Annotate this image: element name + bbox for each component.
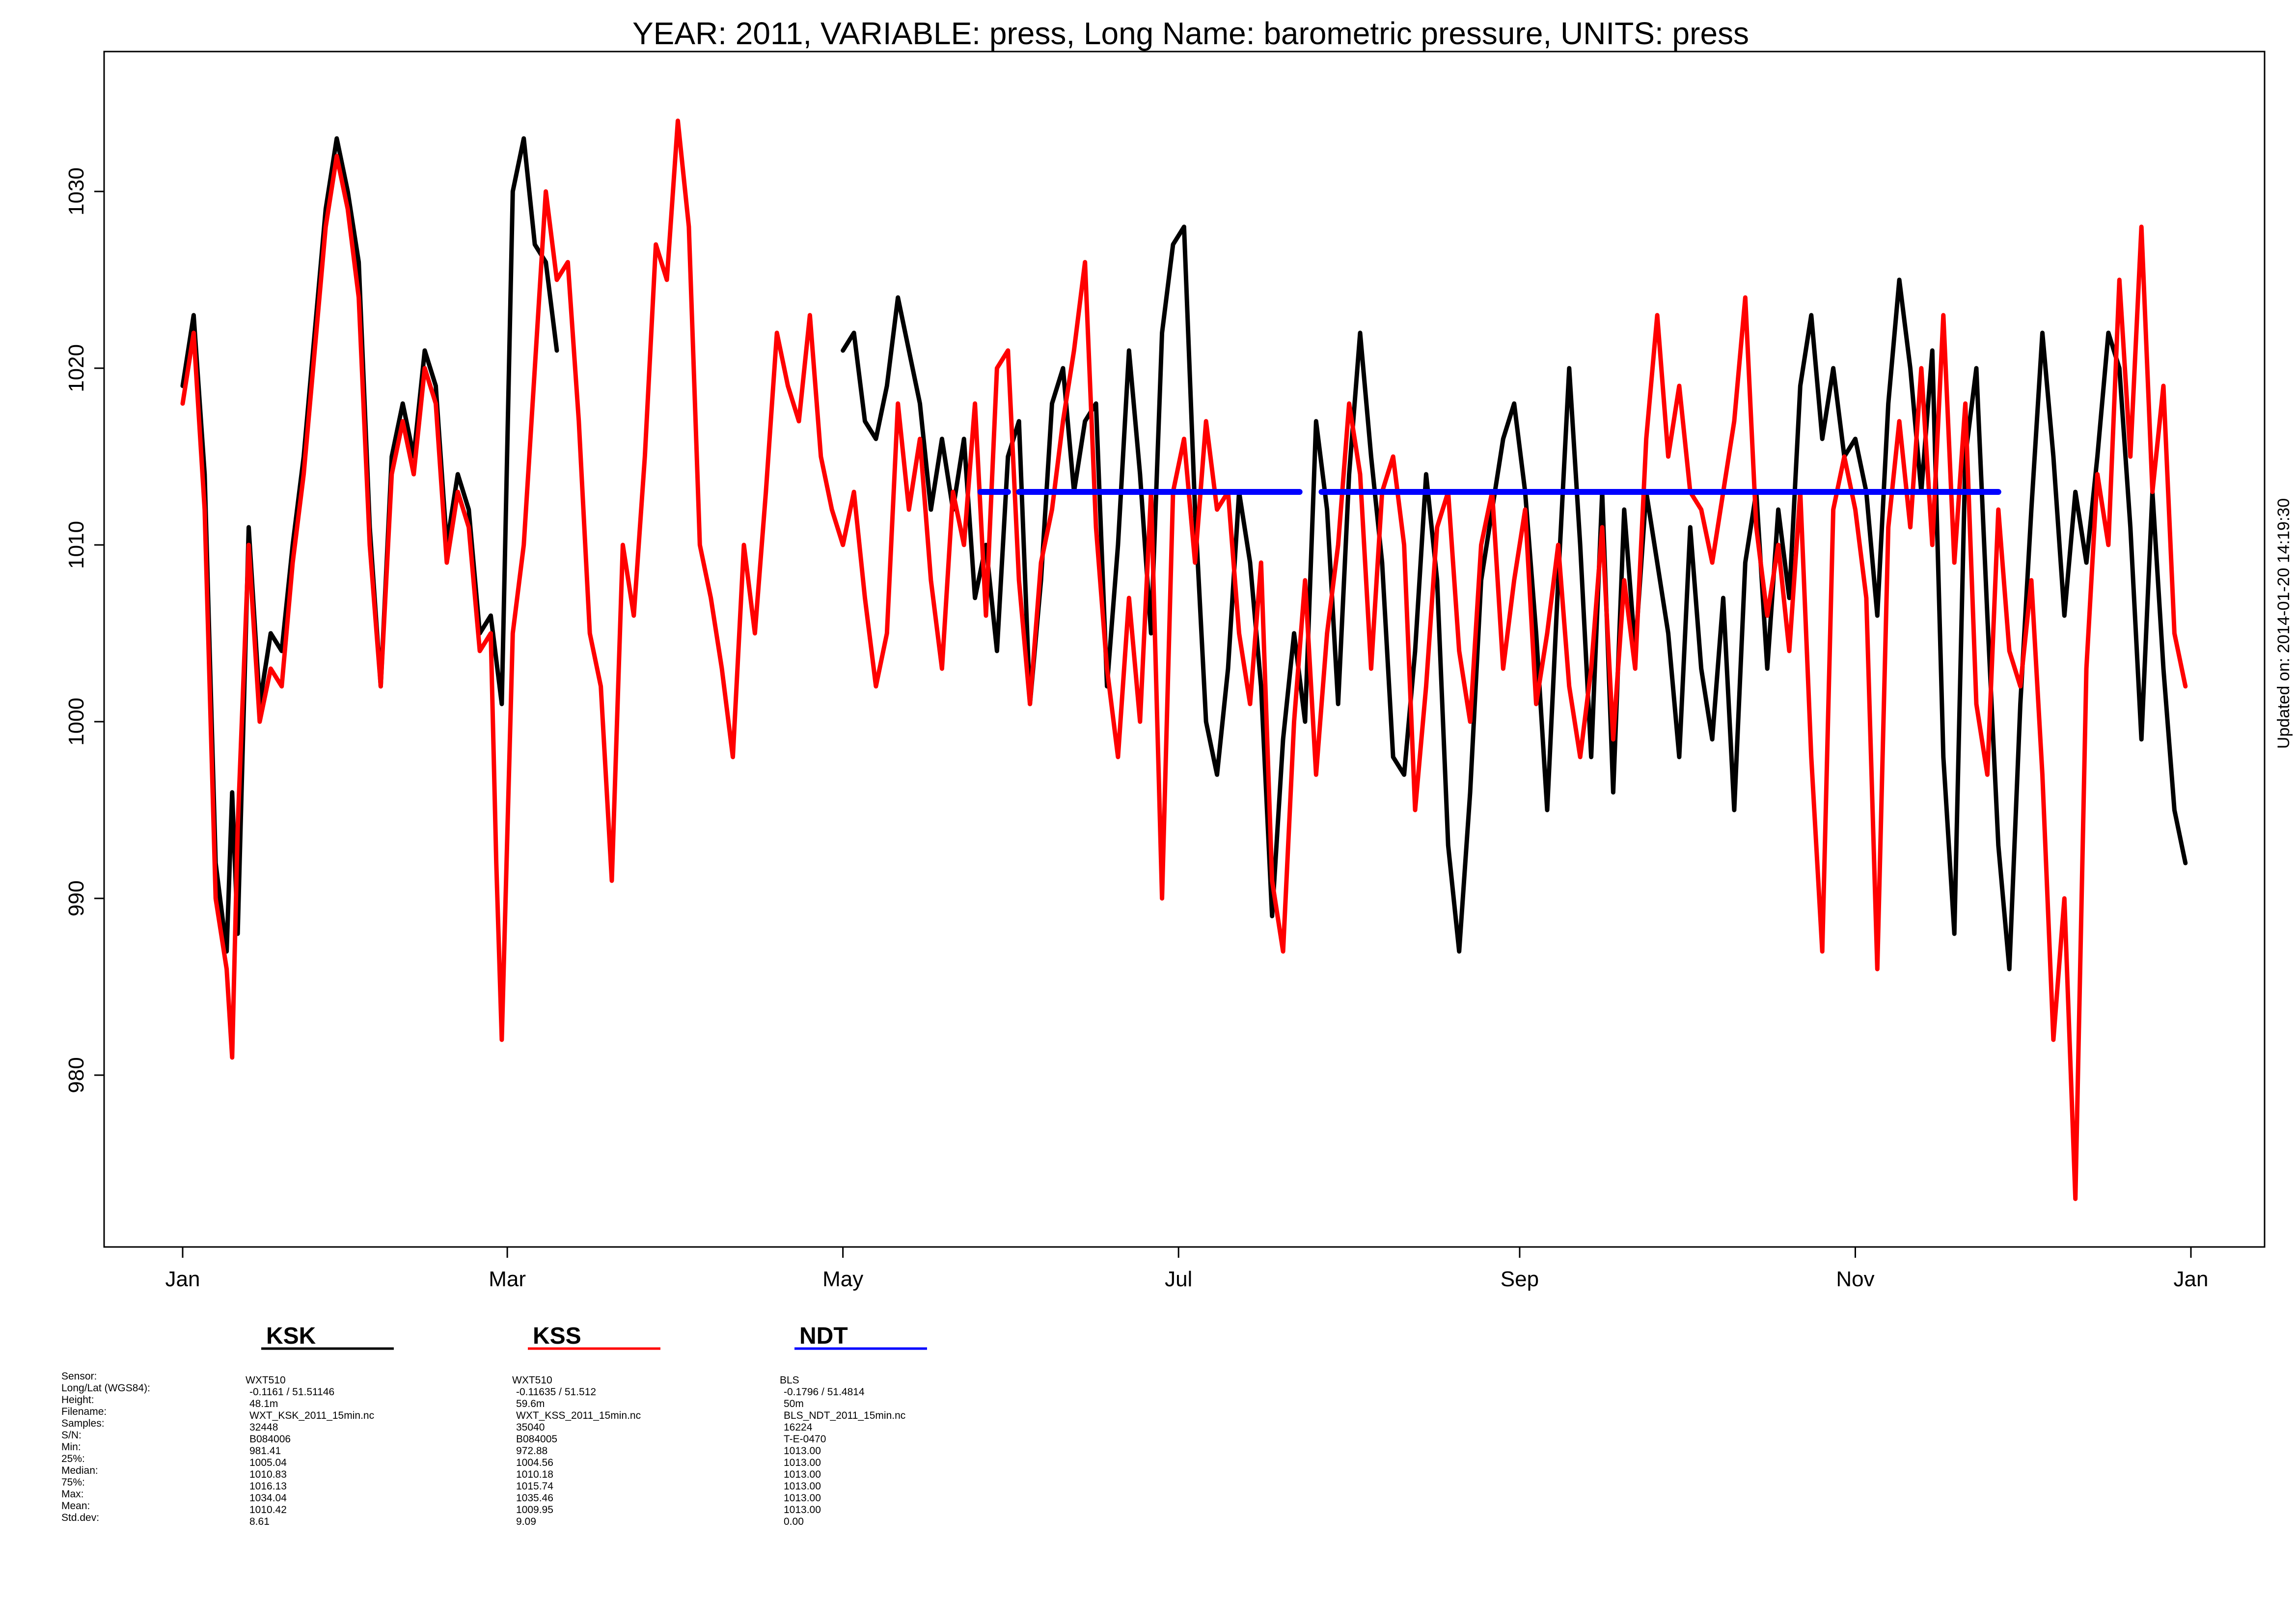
info-value-ksk: 8.61 [249, 1516, 270, 1527]
chart-title: YEAR: 2011, VARIABLE: press, Long Name: … [632, 16, 1749, 51]
series-ksk [180, 136, 2188, 972]
info-value-ksk: WXT_KSK_2011_15min.nc [249, 1410, 374, 1421]
info-value-ksk: 32448 [249, 1422, 278, 1433]
legend-label-kss: KSS [533, 1323, 581, 1349]
x-tick-label: Jan [2174, 1267, 2209, 1291]
info-row-label: Mean: [61, 1500, 90, 1512]
info-value-ndt: 1013.00 [784, 1481, 821, 1492]
y-tick-label: 990 [64, 880, 88, 916]
info-value-kss: 1004.56 [516, 1457, 553, 1468]
info-row-label: Std.dev: [61, 1512, 99, 1523]
info-value-ksk: 1010.42 [249, 1504, 287, 1516]
info-value-ndt: 16224 [784, 1422, 813, 1433]
info-row-label: Sensor: [61, 1371, 97, 1382]
x-tick-label: May [822, 1267, 863, 1291]
y-tick-label: 980 [64, 1057, 88, 1093]
info-value-ndt: 1013.00 [784, 1492, 821, 1504]
plot-frame [103, 51, 2266, 1248]
info-value-ksk: 1005.04 [249, 1457, 287, 1468]
info-value-kss: 1015.74 [516, 1481, 553, 1492]
info-row-label: Min: [61, 1441, 81, 1453]
updated-note: Updated on: 2014-01-20 14:19:30 [2274, 498, 2293, 749]
info-value-kss: 972.88 [516, 1445, 547, 1457]
info-value-kss: WXT510 [512, 1375, 552, 1386]
info-value-kss: 1035.46 [516, 1492, 553, 1504]
x-tick-label: Jan [165, 1267, 200, 1291]
info-row-label: Max: [61, 1489, 84, 1500]
info-value-ndt: 50m [784, 1398, 804, 1409]
info-row-label: S/N: [61, 1430, 82, 1441]
info-value-ndt: 1013.00 [784, 1457, 821, 1468]
legend: KSK KSS NDT [261, 1323, 927, 1350]
x-tick-label: Nov [1836, 1267, 1874, 1291]
info-row-label: Height: [61, 1394, 94, 1406]
info-value-ksk: 48.1m [249, 1398, 278, 1409]
station-info-table: Sensor:Long/Lat (WGS84):Height:Filename:… [61, 1371, 905, 1527]
info-value-ksk: 981.41 [249, 1445, 281, 1457]
info-value-ksk: 1010.83 [249, 1469, 287, 1480]
info-value-ndt: 0.00 [784, 1516, 804, 1527]
info-value-kss: WXT_KSS_2011_15min.nc [516, 1410, 641, 1421]
x-tick-label: Sep [1501, 1267, 1539, 1291]
legend-label-ndt: NDT [799, 1323, 848, 1349]
info-row-label: 75%: [61, 1477, 85, 1488]
info-value-kss: 59.6m [516, 1398, 545, 1409]
info-row-label: 25%: [61, 1453, 85, 1464]
info-value-ksk: 1034.04 [249, 1492, 287, 1504]
info-row-label: Filename: [61, 1406, 107, 1417]
info-value-kss: 1009.95 [516, 1504, 553, 1516]
y-axis: 980 990 1000 1010 1020 1030 [64, 167, 104, 1093]
info-value-ndt: BLS [780, 1375, 799, 1386]
info-value-kss: 1010.18 [516, 1469, 553, 1480]
legend-label-ksk: KSK [266, 1323, 316, 1349]
info-value-ndt: 1013.00 [784, 1469, 821, 1480]
info-row-label: Median: [61, 1465, 98, 1476]
y-tick-label: 1030 [64, 167, 88, 216]
info-value-kss: B084005 [516, 1434, 557, 1445]
info-value-kss: 9.09 [516, 1516, 536, 1527]
info-row-label: Samples: [61, 1418, 105, 1429]
info-value-ndt: 1013.00 [784, 1504, 821, 1516]
series-layer [180, 118, 2188, 1201]
info-value-ksk: -0.1161 / 51.51146 [249, 1386, 334, 1398]
info-value-kss: -0.11635 / 51.512 [516, 1386, 596, 1398]
info-value-ndt: BLS_NDT_2011_15min.nc [784, 1410, 905, 1421]
x-tick-label: Mar [489, 1267, 526, 1291]
y-tick-label: 1000 [64, 698, 88, 746]
x-tick-label: Jul [1165, 1267, 1192, 1291]
info-value-ndt: -0.1796 / 51.4814 [784, 1386, 865, 1398]
info-value-kss: 35040 [516, 1422, 545, 1433]
info-value-ndt: 1013.00 [784, 1445, 821, 1457]
y-tick-label: 1010 [64, 521, 88, 569]
info-value-ndt: T-E-0470 [784, 1434, 826, 1445]
info-row-label: Long/Lat (WGS84): [61, 1382, 150, 1394]
info-value-ksk: WXT510 [246, 1375, 286, 1386]
y-tick-label: 1020 [64, 344, 88, 392]
info-value-ksk: 1016.13 [249, 1481, 287, 1492]
info-value-ksk: B084006 [249, 1434, 291, 1445]
x-axis: Jan Mar May Jul Sep Nov Jan [165, 1247, 2209, 1291]
